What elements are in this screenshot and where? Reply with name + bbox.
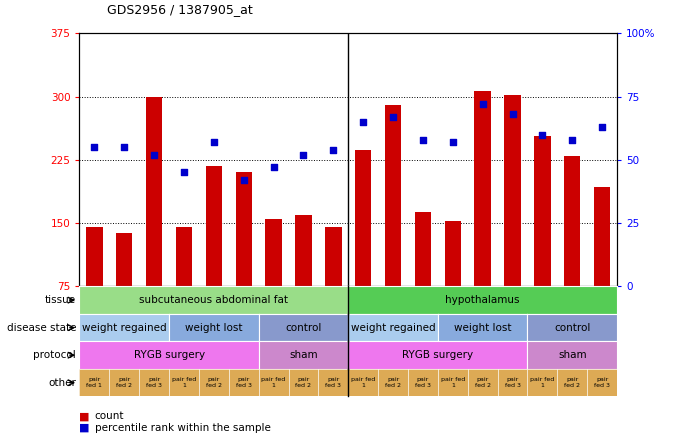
Text: disease state: disease state xyxy=(6,323,76,333)
Point xyxy=(298,151,309,159)
Point xyxy=(328,146,339,153)
Point xyxy=(238,177,249,184)
Bar xyxy=(385,105,401,350)
Bar xyxy=(475,91,491,350)
Text: other: other xyxy=(48,378,76,388)
Text: pair
fed 3: pair fed 3 xyxy=(594,377,610,388)
Bar xyxy=(146,97,162,350)
Text: RYGB surgery: RYGB surgery xyxy=(402,350,473,360)
Bar xyxy=(295,215,312,350)
Bar xyxy=(444,221,461,350)
Bar xyxy=(325,227,341,350)
Text: pair fed
1: pair fed 1 xyxy=(351,377,375,388)
Text: pair
fed 1: pair fed 1 xyxy=(86,377,102,388)
Text: pair
fed 2: pair fed 2 xyxy=(565,377,580,388)
Point xyxy=(119,144,130,151)
Text: sham: sham xyxy=(289,350,318,360)
Bar xyxy=(206,166,222,350)
Text: control: control xyxy=(285,323,321,333)
Text: weight lost: weight lost xyxy=(454,323,511,333)
Text: RYGB surgery: RYGB surgery xyxy=(133,350,205,360)
Point xyxy=(149,151,160,159)
Text: GDS2956 / 1387905_at: GDS2956 / 1387905_at xyxy=(107,3,253,16)
Text: pair fed
1: pair fed 1 xyxy=(261,377,285,388)
Bar xyxy=(594,187,610,350)
Text: pair
fed 3: pair fed 3 xyxy=(146,377,162,388)
Text: protocol: protocol xyxy=(33,350,76,360)
Text: control: control xyxy=(554,323,590,333)
Text: pair fed
1: pair fed 1 xyxy=(530,377,554,388)
Text: weight regained: weight regained xyxy=(351,323,435,333)
Point xyxy=(596,123,607,131)
Text: pair fed
1: pair fed 1 xyxy=(441,377,465,388)
Bar xyxy=(176,227,192,350)
Bar xyxy=(564,156,580,350)
Point xyxy=(447,139,458,146)
Text: weight regained: weight regained xyxy=(82,323,167,333)
Bar xyxy=(116,233,133,350)
Text: subcutaneous abdominal fat: subcutaneous abdominal fat xyxy=(140,295,288,305)
Text: ■: ■ xyxy=(79,412,90,421)
Bar xyxy=(355,150,371,350)
Text: ■: ■ xyxy=(79,423,90,432)
Point xyxy=(567,136,578,143)
Point xyxy=(178,169,189,176)
Point xyxy=(477,101,488,108)
Bar xyxy=(415,212,431,350)
Text: pair
fed 3: pair fed 3 xyxy=(325,377,341,388)
Text: percentile rank within the sample: percentile rank within the sample xyxy=(95,423,271,432)
Text: pair
fed 2: pair fed 2 xyxy=(296,377,312,388)
Point xyxy=(507,111,518,118)
Text: weight lost: weight lost xyxy=(185,323,243,333)
Bar xyxy=(534,136,551,350)
Text: pair
fed 2: pair fed 2 xyxy=(475,377,491,388)
Bar xyxy=(236,173,252,350)
Point xyxy=(417,136,428,143)
Text: count: count xyxy=(95,412,124,421)
Point xyxy=(537,131,548,138)
Text: tissue: tissue xyxy=(45,295,76,305)
Bar xyxy=(504,95,521,350)
Bar xyxy=(86,227,102,350)
Text: pair
fed 3: pair fed 3 xyxy=(236,377,252,388)
Text: pair
fed 2: pair fed 2 xyxy=(385,377,401,388)
Point xyxy=(208,139,219,146)
Text: pair
fed 2: pair fed 2 xyxy=(206,377,222,388)
Bar xyxy=(265,219,282,350)
Point xyxy=(89,144,100,151)
Text: hypothalamus: hypothalamus xyxy=(446,295,520,305)
Point xyxy=(268,164,279,171)
Text: pair
fed 2: pair fed 2 xyxy=(116,377,132,388)
Point xyxy=(388,113,399,120)
Text: pair fed
1: pair fed 1 xyxy=(172,377,196,388)
Point xyxy=(358,119,369,126)
Text: pair
fed 3: pair fed 3 xyxy=(504,377,520,388)
Text: sham: sham xyxy=(558,350,587,360)
Text: pair
fed 3: pair fed 3 xyxy=(415,377,431,388)
